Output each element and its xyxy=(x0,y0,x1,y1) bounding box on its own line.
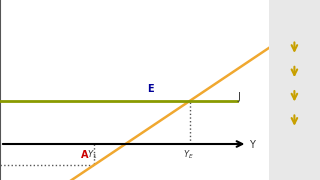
Text: Y: Y xyxy=(249,140,254,150)
Text: E: E xyxy=(147,84,154,94)
Text: A: A xyxy=(81,150,88,160)
Text: $Y_1$: $Y_1$ xyxy=(87,148,98,161)
Text: J: J xyxy=(238,92,241,102)
Text: $Y_E$: $Y_E$ xyxy=(183,148,194,161)
